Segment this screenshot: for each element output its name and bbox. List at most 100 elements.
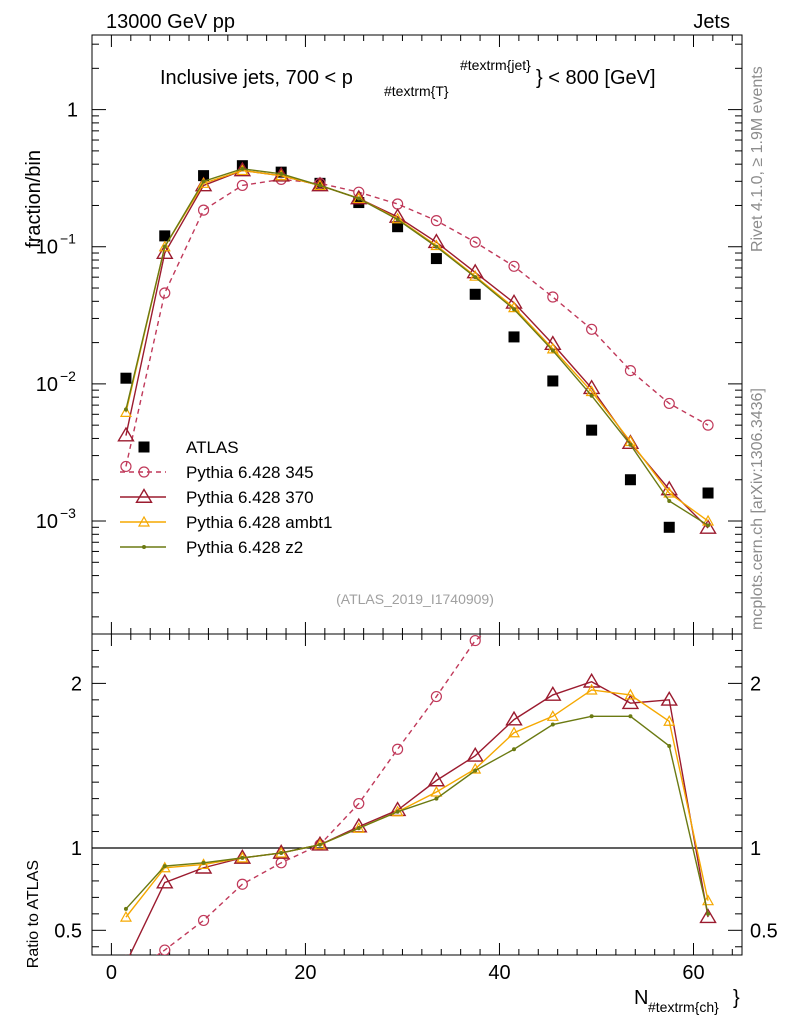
ratio-point-p370 [156, 873, 174, 889]
ratio-point-p345 [430, 690, 443, 703]
ratio-line-p345 [156, 634, 485, 955]
ratio-point-ambt1 [119, 910, 132, 922]
main-point-z2 [317, 183, 322, 188]
ratio-point-z2 [317, 842, 322, 847]
mcplots-source-label: mcplots.cern.ch [arXiv:1306.3436] [749, 388, 766, 630]
ratio-y-tick-label-right: 0.5 [750, 920, 778, 942]
main-point-z2 [395, 217, 400, 222]
ratio-point-z2 [395, 809, 400, 814]
main-point-atlas [547, 375, 559, 387]
main-point-z2 [706, 523, 711, 528]
chart-title: Inclusive jets, 700 < p #textrm{T} #text… [160, 57, 656, 99]
ratio-point-p345 [391, 743, 404, 755]
ratio-point-p370 [582, 672, 601, 688]
main-point-z2 [628, 442, 633, 447]
main-point-z2 [123, 407, 128, 412]
main-y-tick-exponent: −3 [60, 505, 76, 521]
main-point-z2 [201, 179, 206, 184]
y-axis-label-main: fraction/bin [23, 150, 45, 248]
main-point-p345 [391, 198, 404, 210]
main-point-p345 [120, 460, 132, 473]
main-point-p345 [469, 236, 481, 248]
main-plot: 110−110−210−3 [36, 34, 743, 635]
main-point-z2 [589, 393, 594, 398]
main-y-tick-exponent: −2 [60, 368, 76, 384]
ratio-point-p345 [509, 604, 519, 614]
main-point-atlas [430, 253, 442, 265]
main-point-z2 [667, 498, 672, 503]
ratio-point-p345 [236, 878, 248, 890]
ratio-point-p370 [699, 908, 717, 924]
ratio-point-ambt1 [663, 715, 676, 726]
ratio-point-p345 [703, 497, 713, 507]
ratio-series-p345 [121, 497, 713, 981]
main-y-tick-label: 10 [36, 374, 58, 396]
ratio-point-ambt1 [197, 858, 210, 870]
ratio-point-p345 [159, 944, 171, 955]
main-point-ambt1 [158, 240, 171, 252]
legend-item-p370: Pythia 6.428 370 [120, 488, 314, 507]
main-point-p345 [430, 215, 443, 227]
x-tick-label: 40 [488, 962, 510, 984]
ratio-point-z2 [550, 722, 555, 727]
ratio-point-z2 [667, 743, 672, 748]
main-point-p345 [624, 364, 637, 377]
ratio-line-ambt1 [125, 689, 709, 918]
ratio-point-z2 [240, 855, 245, 860]
main-point-z2 [434, 244, 439, 249]
ratio-point-z2 [706, 911, 711, 916]
x-tick-label: 60 [682, 962, 704, 984]
ratio-point-p345 [121, 971, 131, 981]
ratio-y-tick-label: 0.5 [54, 920, 82, 942]
main-point-p345 [197, 204, 210, 216]
main-point-z2 [162, 244, 167, 249]
ratio-point-ambt1 [430, 785, 443, 797]
main-point-ambt1 [119, 406, 132, 417]
main-point-atlas [198, 170, 210, 182]
legend-item-ambt1: Pythia 6.428 ambt1 [120, 513, 332, 532]
ratio-point-z2 [434, 796, 439, 801]
title-subscript: #textrm{T} [384, 83, 449, 99]
main-point-p345 [159, 287, 171, 299]
rivet-version-label: Rivet 4.1.0, ≥ 1.9M events [749, 66, 766, 252]
legend-label-ambt1: Pythia 6.428 ambt1 [186, 513, 332, 532]
ratio-point-p370 [505, 710, 523, 726]
x-tick-label: 20 [294, 962, 316, 984]
legend-label-p370: Pythia 6.428 370 [186, 488, 314, 507]
main-point-p345 [508, 260, 520, 272]
main-point-p370 [117, 426, 135, 442]
ratio-point-ambt1 [158, 861, 171, 873]
ratio-point-ambt1 [585, 683, 598, 695]
title-suffix: } < 800 [GeV] [536, 67, 656, 89]
ratio-point-p345 [548, 563, 558, 573]
main-point-atlas [663, 521, 675, 533]
main-point-p345 [702, 419, 714, 431]
main-point-ambt1 [663, 486, 676, 498]
main-point-atlas [508, 331, 520, 343]
ratio-point-z2 [628, 714, 633, 719]
ratio-point-p370 [427, 771, 446, 787]
main-point-z2 [550, 348, 555, 353]
ratio-series-ambt1 [119, 683, 715, 922]
x-axis-label-suffix: } [733, 987, 740, 1009]
main-point-atlas [159, 230, 171, 242]
ratio-frame [91, 633, 743, 956]
ratio-point-ambt1 [507, 726, 521, 738]
ratio-series-p370 [125, 672, 717, 955]
legend-marker-p345 [138, 466, 150, 478]
legend-item-p345: Pythia 6.428 345 [120, 463, 314, 482]
ratio-point-p370 [125, 954, 127, 955]
main-point-p345 [586, 323, 598, 335]
main-series-p345 [120, 173, 714, 473]
legend-marker-atlas [138, 441, 150, 453]
ratio-point-p345 [625, 514, 635, 524]
main-point-ambt1 [197, 177, 210, 188]
ratio-point-z2 [162, 864, 167, 869]
main-point-z2 [473, 275, 478, 280]
ratio-point-p345 [469, 634, 481, 647]
legend-item-atlas: ATLAS [138, 438, 239, 457]
ratio-series-z2 [123, 714, 711, 916]
main-series-z2 [123, 166, 711, 528]
title-superscript: #textrm{jet} [460, 57, 531, 73]
